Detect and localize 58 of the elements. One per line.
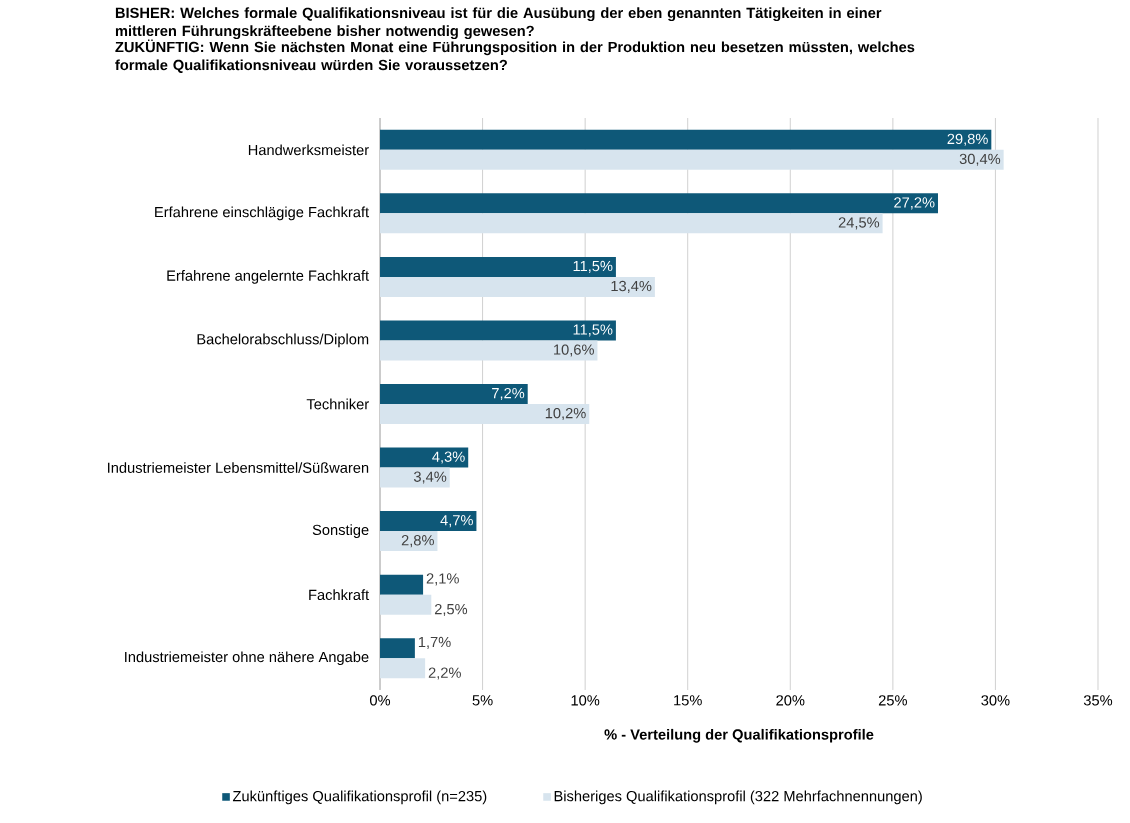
data-label: 2,5% — [434, 603, 468, 617]
bar — [380, 193, 938, 214]
x-tick-label: 20% — [776, 695, 805, 706]
y-tick-label: Industriemeister ohne nähere Angabe — [125, 651, 369, 666]
legend-label: Zukünftiges Qualifikationsprofil (n=235) — [232, 790, 487, 805]
chart-title: BISHER: Welches formale Qualifikationsniveau ist für die Ausübung der eben genannten Tätigkeiten in einer mittleren Führungskräfteebene bisher notwendig gewesen? — [115, 7, 882, 39]
bar — [380, 149, 1004, 170]
bar — [380, 574, 424, 595]
data-label: 10,2% — [545, 407, 586, 421]
data-label: 29,8% — [947, 133, 988, 146]
data-label: 4,7% — [440, 515, 473, 528]
bar — [380, 129, 992, 150]
bar — [380, 340, 598, 361]
x-tick-label: 5% — [472, 695, 493, 706]
data-label: 11,5% — [573, 324, 613, 337]
bar — [380, 658, 426, 679]
y-tick-label: Industriemeister Lebensmittel/Süßwaren — [108, 462, 369, 473]
y-tick-label: Techniker — [306, 398, 369, 410]
y-tick-label: Erfahrene angelernte Fachkraft — [167, 270, 370, 284]
x-tick-label: 15% — [674, 695, 702, 706]
data-label: 7,2% — [492, 387, 525, 401]
data-label: 11,5% — [573, 260, 613, 273]
bar — [380, 383, 528, 404]
data-label: 3,4% — [413, 471, 447, 484]
data-label: 10,6% — [554, 344, 594, 357]
bar — [380, 531, 438, 552]
bar — [380, 594, 432, 615]
y-tick-label: Fachkraft — [309, 589, 370, 601]
data-label: 4,3% — [432, 451, 465, 464]
data-label: 30,4% — [959, 153, 1001, 166]
y-tick-label: Erfahrene einschlägige Fachkraft — [155, 206, 370, 221]
bar — [380, 320, 616, 341]
bar — [380, 467, 450, 488]
x-tick-label: 25% — [878, 695, 907, 706]
bar — [380, 638, 415, 659]
x-axis-title: % - Verteilung der Qualifikationsprofile — [604, 728, 874, 743]
x-tick-label: 0% — [369, 695, 391, 706]
chart-subtitle: ZUKÜNFTIG: Wenn Sie nächsten Monat eine Führungsposition in der Produktion neu besetzen müssten, welches formale Qualifikationsniveau würden Sie voraussetzen? — [115, 39, 915, 73]
legend-label: Bisheriges Qualifikationsprofil (322 Mehrfachnennungen) — [554, 790, 922, 805]
bar — [380, 276, 655, 297]
x-tick-label: 10% — [571, 695, 600, 706]
data-label: 27,2% — [894, 197, 935, 210]
bar — [380, 447, 469, 468]
data-label: 2,8% — [401, 535, 434, 548]
data-label: 24,5% — [838, 217, 880, 230]
data-label: 1,7% — [418, 636, 451, 649]
y-tick-label: Sonstige — [312, 524, 369, 538]
x-tick-label: 30% — [981, 695, 1010, 706]
data-label: 2,1% — [426, 573, 459, 586]
data-label: 13,4% — [611, 280, 652, 293]
bar — [380, 511, 477, 532]
bar — [380, 403, 590, 424]
bar — [380, 213, 883, 234]
data-label: 2,2% — [428, 667, 461, 680]
y-tick-label: Handwerksmeister — [248, 144, 369, 156]
bar — [380, 256, 616, 277]
y-tick-label: Bachelorabschluss/Diplom — [197, 333, 369, 348]
x-tick-label: 35% — [1083, 695, 1113, 706]
